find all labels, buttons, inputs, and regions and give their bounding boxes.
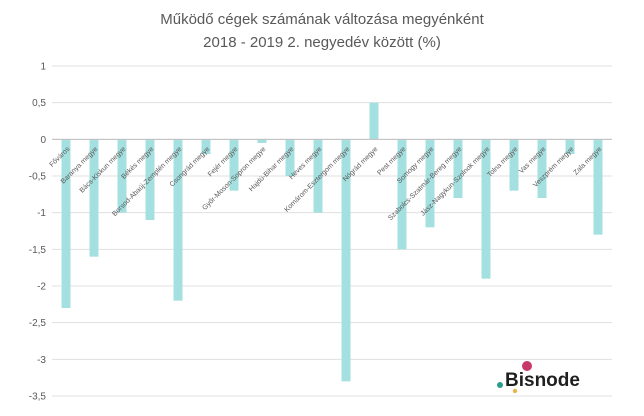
- y-tick-label: 0,5: [32, 98, 46, 109]
- y-axis: 1 0,5 0 -0,5 -1 -1,5 -2 -2,5 -3 -3,5: [29, 62, 47, 403]
- y-tick-label: -2: [37, 282, 46, 293]
- logo-dot-yellow: [512, 388, 518, 394]
- bar: [145, 139, 155, 220]
- bar: [201, 139, 211, 154]
- logo-text: Bisnode: [505, 370, 580, 391]
- bar: [173, 139, 183, 301]
- chart-title: Működő cégek számának változása megyénké…: [160, 11, 484, 28]
- bar: [285, 139, 295, 176]
- bar: [313, 139, 323, 213]
- bar: [341, 139, 351, 382]
- bar: [369, 102, 379, 140]
- bar: [425, 139, 435, 228]
- bar: [117, 139, 127, 213]
- bar: [509, 139, 519, 191]
- y-tick-label: -0,5: [29, 172, 47, 183]
- bar: [537, 139, 547, 198]
- y-tick-label: -2,5: [29, 318, 47, 329]
- chart-subtitle: 2018 - 2019 2. negyedév között (%): [203, 34, 441, 51]
- bar: [89, 139, 99, 257]
- y-tick-label: -1,5: [29, 245, 47, 256]
- logo-dot-teal: [497, 382, 503, 388]
- bar: [257, 139, 267, 143]
- bar: [481, 139, 491, 279]
- y-tick-label: 1: [40, 62, 46, 73]
- bar: [397, 139, 407, 250]
- bar: [453, 139, 463, 198]
- bar: [229, 139, 239, 191]
- bar: [593, 139, 603, 235]
- y-tick-label: 0: [40, 135, 46, 146]
- y-tick-label: -1: [37, 208, 46, 219]
- y-tick-label: -3,5: [29, 392, 47, 403]
- bar: [565, 139, 575, 154]
- logo-dot-magenta: [522, 361, 532, 371]
- gridlines: [52, 65, 612, 397]
- bisnode-logo: Bisnode: [497, 361, 580, 394]
- y-tick-label: -3: [37, 355, 46, 366]
- bar: [61, 139, 71, 308]
- bars: [61, 102, 603, 382]
